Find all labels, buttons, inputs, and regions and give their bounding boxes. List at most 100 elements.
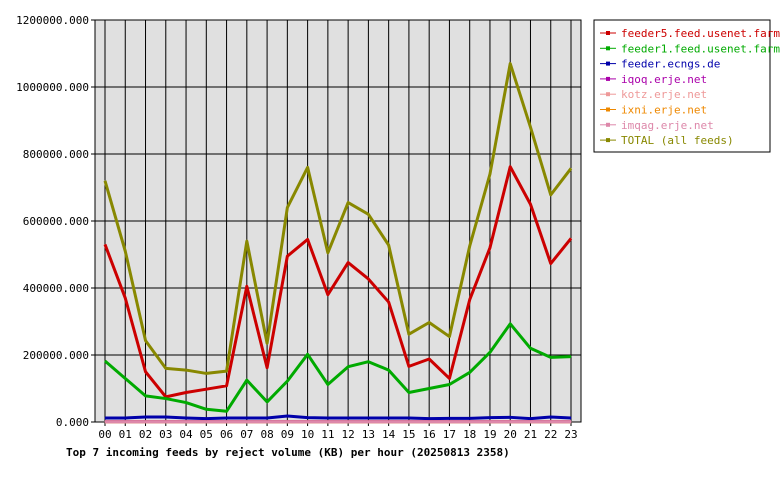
data-point (246, 240, 248, 242)
data-point (529, 347, 531, 349)
data-point (428, 421, 430, 423)
data-point (347, 202, 349, 204)
legend-marker (606, 61, 610, 66)
x-tick-label: 20 (504, 428, 517, 441)
data-point (550, 194, 552, 196)
data-point (226, 370, 228, 372)
legend-marker (606, 107, 610, 112)
data-point (286, 380, 288, 382)
data-point (550, 416, 552, 418)
data-point (388, 301, 390, 303)
data-point (529, 418, 531, 420)
x-tick-label: 06 (220, 428, 233, 441)
data-point (570, 237, 572, 239)
data-point (185, 369, 187, 371)
data-point (327, 294, 329, 296)
legend-label: feeder5.feed.usenet.farm (621, 27, 780, 40)
x-tick-label: 22 (544, 428, 557, 441)
data-point (266, 401, 268, 403)
data-point (124, 421, 126, 423)
legend-marker (606, 92, 610, 97)
x-tick-label: 15 (402, 428, 415, 441)
x-tick-label: 08 (260, 428, 273, 441)
data-point (408, 392, 410, 394)
data-point (205, 418, 207, 420)
data-point (266, 417, 268, 419)
data-point (226, 385, 228, 387)
data-point (469, 421, 471, 423)
data-point (165, 421, 167, 423)
data-point (509, 323, 511, 325)
x-tick-label: 02 (139, 428, 152, 441)
data-point (124, 250, 126, 252)
data-point (347, 366, 349, 368)
data-point (469, 371, 471, 373)
series-line (103, 165, 573, 399)
legend-label: imqag.erje.net (621, 119, 714, 132)
x-tick-label: 00 (98, 428, 111, 441)
data-point (327, 383, 329, 385)
data-point (165, 416, 167, 418)
series-7 (103, 62, 573, 375)
legend-label: iqoq.erje.net (621, 73, 707, 86)
data-point (489, 417, 491, 419)
series-line (105, 414, 572, 421)
data-point (205, 408, 207, 410)
data-point (388, 417, 390, 419)
data-point (286, 255, 288, 257)
data-point (124, 297, 126, 299)
x-tick-label: 14 (382, 428, 396, 441)
data-point (428, 358, 430, 360)
data-point (469, 299, 471, 301)
legend-box (593, 19, 771, 153)
x-tick-label: 21 (524, 428, 537, 441)
data-point (145, 340, 147, 342)
legend-marker (606, 31, 610, 35)
y-axis: 0.000 200000.000 400000.000 600000.000 80000… (16, 14, 95, 429)
data-point (550, 356, 552, 358)
data-point (226, 417, 228, 419)
data-point (165, 398, 167, 400)
data-point (104, 243, 106, 245)
y-tick-label: 1000000.000 (16, 81, 89, 94)
data-point (185, 392, 187, 394)
data-point (367, 213, 369, 215)
data-point (246, 417, 248, 419)
data-point (489, 421, 491, 423)
x-tick-label: 05 (200, 428, 213, 441)
data-point (286, 207, 288, 209)
series-lines (103, 62, 573, 424)
y-tick-label: 600000.000 (23, 215, 89, 228)
legend-marker (606, 122, 610, 127)
y-tick-label: 400000.000 (23, 282, 89, 295)
data-point (570, 417, 572, 419)
data-point (448, 377, 450, 379)
data-point (448, 417, 450, 419)
series-6 (104, 420, 572, 424)
data-point (428, 418, 430, 420)
legend-marker (606, 46, 610, 51)
data-point (307, 421, 309, 423)
legend-label: kotz.erje.net (621, 88, 707, 101)
x-tick-label: 01 (119, 428, 132, 441)
data-point (286, 421, 288, 423)
data-point (529, 203, 531, 205)
y-tick-label: 800000.000 (23, 148, 89, 161)
data-point (388, 244, 390, 246)
data-point (104, 180, 106, 182)
y-tick-label: 200000.000 (23, 349, 89, 362)
data-point (469, 417, 471, 419)
data-point (367, 278, 369, 280)
legend-label: feeder1.feed.usenet.farm (621, 42, 780, 55)
data-point (266, 421, 268, 423)
x-tick-label: 19 (483, 428, 496, 441)
data-point (246, 379, 248, 381)
data-point (145, 371, 147, 373)
data-point (367, 361, 369, 363)
data-point (307, 353, 309, 355)
data-point (307, 238, 309, 240)
legend-label: ixni.erje.net (621, 104, 707, 117)
x-tick-label: 04 (179, 428, 193, 441)
x-tick-label: 07 (240, 428, 253, 441)
data-point (104, 360, 106, 362)
